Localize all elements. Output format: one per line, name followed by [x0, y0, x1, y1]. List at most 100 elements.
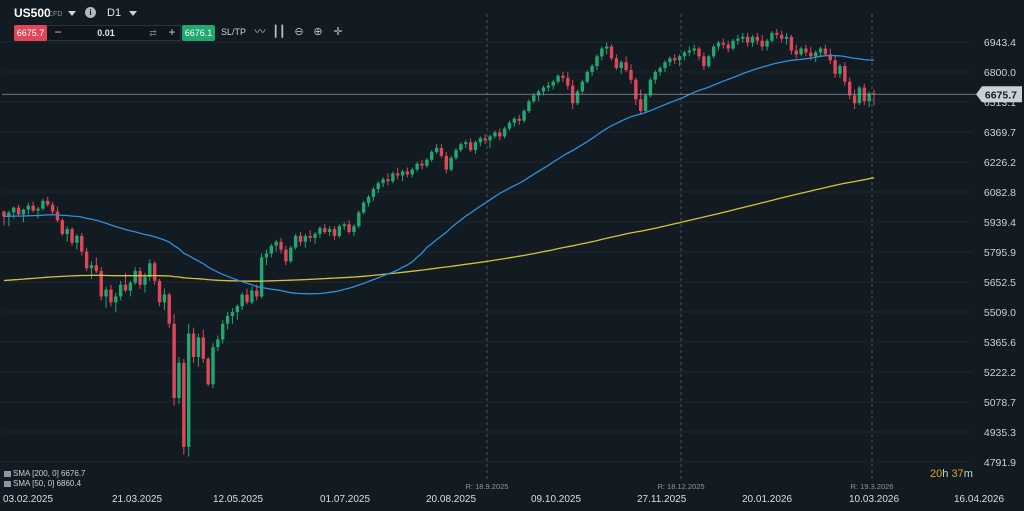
- price-tag-bg: [976, 86, 1022, 103]
- countdown-minutes-unit: m: [963, 468, 973, 480]
- sell-button[interactable]: 6675.7: [14, 25, 47, 41]
- candle-body: [459, 144, 463, 151]
- candle-body: [21, 209, 26, 215]
- symbol-dropdown-icon[interactable]: [68, 11, 76, 16]
- candle-body: [512, 118, 517, 123]
- candle-body: [274, 241, 278, 246]
- marker-label: R: 18.12.2025: [657, 482, 704, 491]
- y-tick-label: 6513.1: [984, 97, 1016, 109]
- candle-body: [634, 79, 638, 100]
- timeframe-dropdown-icon[interactable]: [129, 11, 137, 16]
- candle-body: [235, 306, 239, 313]
- candle-body: [138, 271, 142, 285]
- zoom-out-icon[interactable]: ⊖: [294, 26, 304, 38]
- candle-body: [211, 347, 215, 385]
- candle-body: [702, 56, 706, 67]
- candles: [2, 28, 876, 457]
- candle-body: [643, 95, 648, 111]
- candle-body: [439, 148, 444, 156]
- candle-body: [89, 265, 94, 269]
- y-tick-label: 6082.8: [984, 187, 1016, 199]
- candle-body: [536, 91, 541, 96]
- x-axis-labels: 03.02.2025 21.03.2025 12.05.2025 01.07.2025…: [3, 494, 1004, 505]
- candle-body: [770, 32, 774, 41]
- buy-button[interactable]: 6676.1: [182, 25, 215, 41]
- sma-50-legend[interactable]: SMA [50, 0] 6860.4: [4, 479, 86, 489]
- candle-body: [823, 48, 828, 55]
- y-tick-label: 5795.9: [984, 247, 1016, 259]
- candle-body: [36, 208, 40, 211]
- y-tick-label: 6943.4: [984, 37, 1016, 49]
- candle-body: [323, 228, 327, 233]
- candle-body: [624, 62, 628, 70]
- candle-body: [507, 122, 512, 129]
- y-tick-label: 5222.2: [984, 367, 1016, 379]
- candle-body: [833, 60, 837, 74]
- candle-body: [259, 257, 264, 297]
- candle-body: [867, 93, 871, 102]
- countdown-hours: 20: [930, 468, 943, 480]
- sma-200-legend[interactable]: SMA [200, 0] 6676.7: [4, 469, 86, 479]
- indicator-settings-icon[interactable]: [4, 480, 11, 487]
- candle-body: [264, 253, 269, 258]
- candle-body: [31, 205, 35, 211]
- candle-body: [308, 235, 312, 238]
- info-icon[interactable]: i: [85, 7, 96, 18]
- candle-body: [794, 50, 798, 55]
- candle-body: [65, 229, 69, 234]
- timeframe-selector[interactable]: D1: [107, 7, 122, 19]
- crosshair-icon[interactable]: ✛: [333, 26, 343, 38]
- candle-body: [386, 179, 390, 182]
- candle-body: [206, 358, 210, 385]
- countdown-hours-unit: h: [942, 468, 949, 480]
- lot-size-input[interactable]: 0.01: [97, 28, 115, 38]
- candle-body: [245, 294, 249, 303]
- indicator-settings-icon[interactable]: [4, 470, 11, 477]
- indicator-legend: SMA [200, 0] 6676.7 SMA [50, 0] 6860.4: [4, 469, 86, 489]
- candle-body: [716, 42, 721, 47]
- candles-icon[interactable]: ┃┃: [272, 26, 286, 38]
- candle-body: [775, 32, 779, 35]
- candle-body: [60, 220, 65, 234]
- line-chart-icon[interactable]: 〰: [254, 26, 266, 38]
- sltp-button[interactable]: SL/TP: [221, 27, 247, 37]
- symbol-type: CFD: [48, 11, 63, 18]
- candle-body: [123, 284, 128, 291]
- candle-body: [449, 157, 453, 170]
- candle-body: [799, 48, 803, 55]
- swap-icon[interactable]: ⇄: [149, 28, 157, 38]
- candle-body: [279, 241, 283, 250]
- candle-body: [172, 323, 176, 398]
- symbol-name[interactable]: US500: [14, 6, 51, 20]
- candle-body: [736, 38, 740, 41]
- y-tick-label: 6369.7: [984, 127, 1016, 139]
- zoom-in-icon[interactable]: ⊕: [313, 26, 323, 38]
- x-tick-label: 03.02.2025: [3, 494, 53, 505]
- candle-body: [532, 95, 536, 102]
- candle-body: [376, 183, 380, 190]
- sma-50-label: SMA [50, 0] 6860.4: [13, 479, 82, 488]
- decrease-lot-button[interactable]: −: [54, 25, 62, 39]
- candle-body: [7, 212, 11, 217]
- y-tick-label: 6226.2: [984, 157, 1016, 169]
- candle-body: [838, 66, 842, 74]
- candle-body: [352, 226, 356, 233]
- candle-body: [50, 204, 55, 212]
- candle-body: [196, 337, 201, 357]
- candle-body: [303, 235, 308, 242]
- candle-body: [230, 312, 235, 316]
- candle-body: [410, 169, 414, 175]
- candle-body: [580, 81, 585, 92]
- y-tick-label: 5509.0: [984, 307, 1016, 319]
- candle-body: [133, 271, 137, 283]
- candle-body: [847, 81, 852, 96]
- y-axis-labels: 6943.4 6800.0 6513.1 6369.7 6226.2 6082.8 5939…: [984, 37, 1016, 469]
- candle-body: [609, 46, 614, 59]
- candle-body: [726, 44, 730, 49]
- candle-body: [852, 95, 857, 104]
- candle-body: [556, 75, 560, 82]
- candle-body: [697, 48, 701, 57]
- increase-lot-button[interactable]: +: [168, 25, 176, 39]
- x-tick-label: 09.10.2025: [531, 494, 581, 505]
